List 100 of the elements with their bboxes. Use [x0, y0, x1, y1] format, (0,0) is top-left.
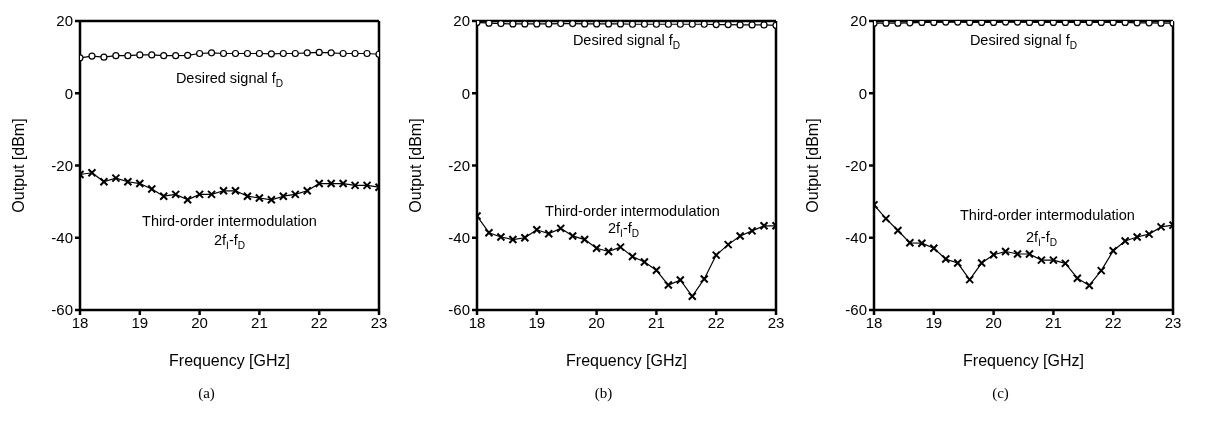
x-tick-label: 22	[1104, 313, 1122, 331]
point	[326, 179, 336, 189]
point	[1001, 246, 1011, 256]
y-tick-label: 20	[56, 12, 73, 30]
point	[1120, 236, 1130, 246]
point	[112, 52, 120, 60]
x-tick-label: 18	[71, 313, 89, 331]
point	[160, 52, 168, 60]
point	[882, 21, 890, 27]
point	[930, 21, 938, 27]
point	[1132, 232, 1142, 242]
x-axis-title: Frequency [GHz]	[963, 352, 1084, 369]
point	[362, 180, 372, 190]
point	[302, 186, 312, 196]
point	[230, 186, 240, 196]
y-tick-label: -20	[51, 156, 73, 174]
point	[1097, 21, 1105, 27]
point	[196, 49, 204, 58]
point	[363, 49, 371, 58]
point	[545, 21, 553, 28]
y-axis-title: Output [dBm]	[9, 118, 27, 213]
point	[1084, 280, 1094, 290]
point	[905, 238, 915, 248]
point	[652, 21, 660, 28]
point	[123, 177, 133, 187]
y-tick-label: -60	[845, 301, 867, 319]
point	[556, 223, 566, 233]
point	[616, 21, 625, 28]
point	[1085, 21, 1093, 27]
point	[640, 21, 649, 28]
point	[184, 51, 192, 59]
point	[278, 191, 288, 201]
point	[1096, 266, 1106, 276]
x-tick-label: 19	[925, 313, 943, 331]
point	[557, 21, 565, 28]
point	[593, 21, 601, 28]
point	[533, 21, 541, 28]
point	[267, 50, 275, 58]
point	[243, 49, 252, 58]
point	[532, 225, 542, 235]
point	[100, 53, 108, 61]
point	[88, 52, 96, 60]
point	[99, 177, 109, 187]
point	[183, 195, 193, 205]
point	[966, 21, 974, 27]
point	[747, 226, 757, 236]
annotation: 2f$_{I}$-f$_{D}$	[607, 219, 640, 240]
point	[159, 191, 169, 201]
annotation: Third-order intermodulation	[545, 203, 720, 220]
y-tick-label: -60	[448, 301, 470, 319]
y-tick-label: 0	[461, 84, 470, 102]
point	[1061, 21, 1069, 27]
point	[544, 229, 554, 239]
point	[219, 49, 228, 58]
point	[894, 21, 902, 27]
y-tick-label: 0	[64, 84, 73, 102]
x-tick-label: 18	[468, 313, 486, 331]
y-tick-label: -20	[845, 156, 867, 174]
point	[604, 246, 614, 256]
point	[604, 21, 613, 28]
point	[711, 250, 721, 260]
x-tick-label: 21	[251, 313, 268, 331]
point	[148, 51, 156, 59]
point	[266, 195, 276, 205]
point	[242, 191, 252, 201]
point	[1024, 249, 1034, 259]
point	[893, 226, 903, 236]
point	[1108, 246, 1118, 256]
text: (c)	[991, 385, 1010, 402]
point	[255, 49, 263, 58]
point	[124, 52, 132, 60]
point	[1133, 21, 1141, 27]
point	[724, 21, 732, 29]
annotation: 2f$_{I}$-f$_{D}$	[213, 232, 246, 252]
point	[917, 238, 927, 248]
annotation: Desired signal f$_{D}$	[969, 31, 1078, 52]
point	[303, 49, 311, 57]
point	[592, 243, 602, 253]
point	[1109, 21, 1117, 27]
x-tick-label: 18	[865, 313, 883, 331]
text: (a)	[197, 385, 216, 402]
point	[929, 243, 939, 253]
point	[171, 189, 181, 199]
point	[906, 21, 914, 27]
point	[520, 233, 530, 243]
point	[735, 231, 745, 241]
point	[664, 21, 672, 28]
point	[748, 21, 756, 29]
point	[580, 235, 590, 245]
point	[290, 189, 300, 199]
point	[327, 49, 335, 57]
point	[338, 179, 348, 189]
point	[712, 21, 720, 29]
x-tick-label: 23	[1164, 313, 1182, 331]
point	[1048, 255, 1058, 265]
point	[291, 49, 299, 58]
y-tick-label: -40	[845, 229, 867, 247]
y-tick-label: -20	[448, 156, 470, 174]
point	[989, 250, 999, 260]
point	[639, 257, 649, 267]
